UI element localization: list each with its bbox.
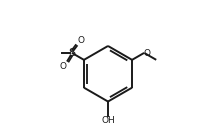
Text: O: O — [144, 49, 151, 58]
Text: OH: OH — [101, 116, 115, 125]
Text: O: O — [78, 36, 85, 45]
Text: S: S — [68, 48, 75, 58]
Text: O: O — [60, 62, 67, 71]
